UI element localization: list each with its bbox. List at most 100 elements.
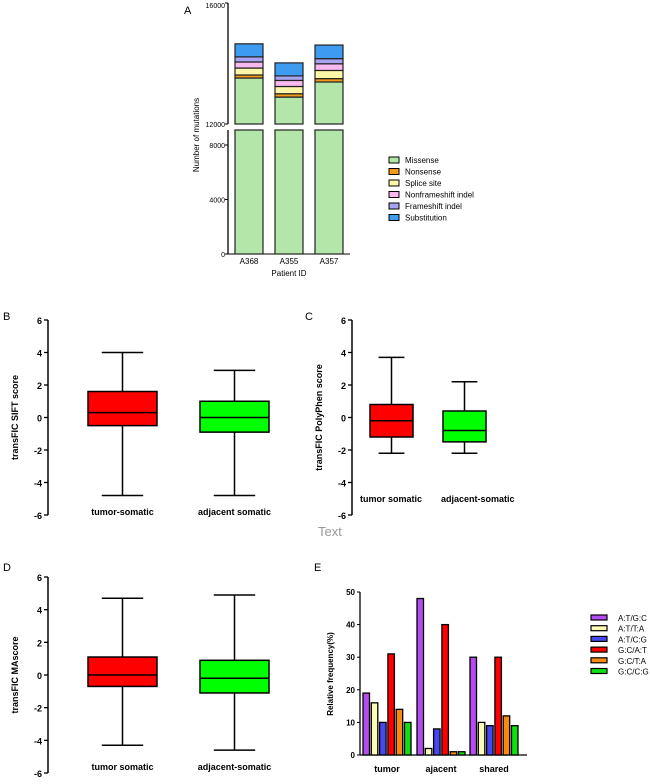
y-axis-title: Relative frequency(%) — [326, 632, 335, 716]
x-axis-title: Patient ID — [271, 269, 306, 278]
legend-label: A:T/C:G — [618, 635, 647, 644]
y-axis-title: Number of mutations — [192, 98, 201, 172]
bar-tumor-2 — [378, 721, 387, 756]
x-tick-label: A355 — [280, 257, 299, 266]
y-tick-label: 4 — [37, 606, 42, 616]
y-tick-label: 10 — [346, 718, 355, 727]
legend-label: Nonframeshift indel — [405, 191, 474, 200]
legend-label: A:T/T:A — [618, 625, 645, 634]
bar-segment-missense-lower-A357 — [314, 129, 344, 255]
bar-shared-0 — [469, 656, 478, 756]
bar-segment-frameshift-indel — [314, 58, 344, 65]
y-axis-title: transFIC SIFT score — [10, 375, 20, 460]
y-tick-label: 4 — [341, 349, 346, 359]
y-tick-label: 6 — [37, 316, 42, 326]
bar-shared-3 — [494, 656, 503, 756]
y-tick-label: 30 — [346, 653, 355, 662]
x-tick-label: ajacent — [425, 764, 456, 774]
legend-swatch — [388, 168, 400, 175]
panel-label: C — [305, 311, 313, 323]
x-tick-label: adjacent-somatic — [441, 494, 515, 504]
bar-shared-4 — [502, 715, 511, 756]
bar-segment-missense-A357 — [314, 81, 344, 125]
legend-label: Splice site — [405, 179, 442, 188]
bar-ajacent-1 — [424, 747, 433, 756]
y-axis-title: transFIC MAscore — [10, 636, 20, 713]
bar-segment-missense-A368 — [234, 77, 264, 125]
bar-segment-frameshift-indel — [234, 56, 264, 63]
y-tick-label: -2 — [338, 446, 346, 456]
y-tick-label: -4 — [34, 736, 42, 746]
panel-label: E — [314, 562, 321, 574]
bar-segment-nonframeshift-indel — [234, 61, 264, 69]
y-tick-label: -2 — [34, 704, 42, 714]
watermark-text: Text — [318, 524, 342, 539]
y-tick-label: 4000 — [209, 198, 225, 205]
bar-ajacent-3 — [441, 623, 450, 756]
bar-ajacent-2 — [432, 728, 441, 756]
y-tick-label: 0 — [341, 414, 346, 424]
bar-segment-substitution — [274, 62, 304, 77]
x-tick-label: tumor somatic — [360, 494, 422, 504]
legend-swatch — [590, 667, 608, 675]
bar-segment-splice-site — [314, 69, 344, 80]
y-tick-label: 4 — [37, 349, 42, 359]
legend-swatch — [590, 625, 608, 632]
y-tick-label: -4 — [34, 479, 42, 489]
bar-shared-5 — [510, 725, 519, 756]
legend-label: G:C/C:G — [618, 668, 649, 677]
legend-swatch — [590, 657, 608, 664]
box-0 — [87, 656, 158, 688]
bar-segment-splice-site — [234, 67, 264, 76]
y-tick-label: 16000 — [206, 3, 226, 10]
bar-segment-frameshift-indel — [274, 75, 304, 82]
legend-swatch — [590, 614, 608, 621]
legend-swatch — [388, 202, 400, 210]
bar-tumor-1 — [370, 702, 379, 756]
x-tick-label: shared — [479, 764, 509, 774]
x-tick-label: adjacent-somatic — [198, 762, 272, 772]
legend-label: G:C/T:A — [618, 657, 647, 666]
box-1 — [199, 400, 270, 433]
bar-segment-splice-site — [274, 85, 304, 95]
bar-ajacent-4 — [449, 751, 458, 756]
box-0 — [87, 390, 158, 427]
panel-label: B — [3, 311, 10, 323]
y-axis-title: transFIC PolyPhen score — [314, 364, 324, 471]
bar-tumor-0 — [362, 692, 371, 756]
legend-swatch — [388, 214, 400, 221]
x-tick-label: tumor somatic — [91, 762, 153, 772]
y-tick-label: 12000 — [206, 122, 226, 129]
legend-swatch — [590, 646, 608, 653]
y-tick-label: 0 — [351, 751, 356, 760]
bar-shared-2 — [485, 725, 494, 756]
bar-segment-missense-lower-A355 — [274, 129, 304, 255]
bar-tumor-3 — [387, 653, 396, 756]
x-tick-label: A357 — [320, 257, 339, 266]
bar-segment-missense-lower-A368 — [234, 129, 264, 255]
panel-label: D — [3, 562, 11, 574]
legend-swatch — [388, 191, 400, 198]
bar-segment-nonframeshift-indel — [314, 63, 344, 72]
legend-label: Missense — [405, 156, 439, 165]
bar-ajacent-0 — [416, 597, 425, 756]
x-tick-label: tumor-somatic — [91, 507, 154, 517]
y-tick-label: -6 — [338, 511, 346, 521]
bar-segment-missense-A355 — [274, 96, 304, 125]
legend-swatch — [590, 635, 608, 643]
bar-ajacent-5 — [457, 751, 466, 756]
y-tick-label: -2 — [34, 446, 42, 456]
x-tick-label: tumor — [374, 764, 400, 774]
x-tick-label: A368 — [240, 257, 259, 266]
bar-tumor-5 — [403, 721, 412, 756]
legend-label: Frameshift indel — [405, 202, 462, 211]
box-1 — [199, 659, 270, 694]
bar-tumor-4 — [395, 708, 404, 756]
bar-segment-substitution — [314, 44, 344, 60]
legend-swatch — [388, 179, 400, 187]
y-tick-label: -6 — [34, 769, 42, 779]
y-tick-label: 0 — [37, 414, 42, 424]
y-tick-label: -6 — [34, 511, 42, 521]
